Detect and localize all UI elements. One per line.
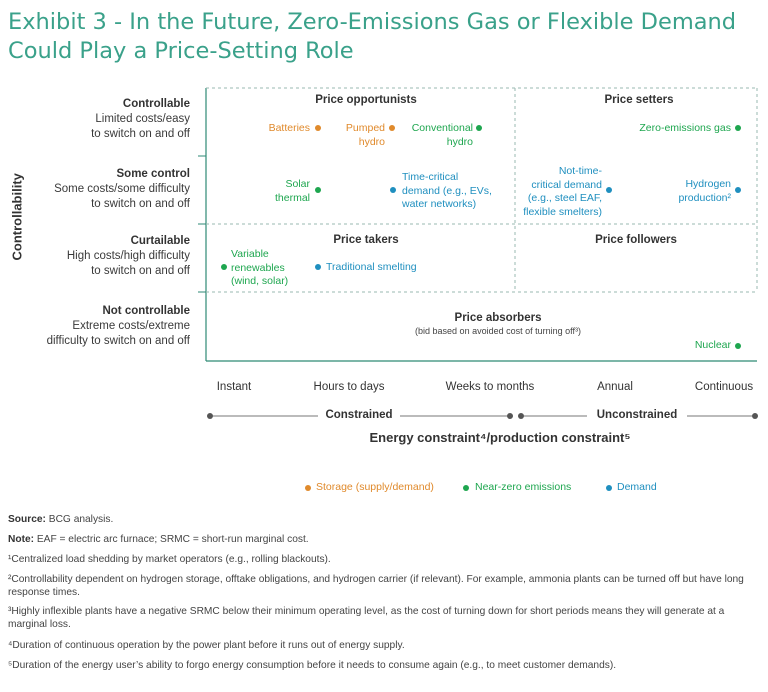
item-conventional-hydro: Conventional hydro — [398, 122, 473, 149]
row-heading: Controllable — [122, 98, 190, 110]
legend-near-zero: Near-zero emissions — [475, 481, 572, 493]
price-absorbers-note: (bid based on avoided cost of turning of… — [415, 326, 581, 336]
item-solar-thermal-line: Solar — [285, 178, 310, 190]
item-pumped-hydro: Pumped hydro — [330, 122, 385, 149]
row-heading: Not controllable — [102, 305, 190, 317]
near-zero-dot — [315, 187, 321, 193]
x-tick-continuous: Continuous — [694, 381, 754, 393]
row-sub: difficulty to switch on and off — [46, 335, 190, 347]
legend-near-zero-dot — [463, 485, 469, 491]
footnote-1: ¹Centralized load shedding by market ope… — [8, 554, 331, 565]
row-sub: to switch on and off — [91, 198, 190, 210]
item-time-critical-line: Time-critical — [402, 171, 459, 183]
legend-demand-dot — [606, 485, 612, 491]
item-zero-emissions-gas: Zero-emissions gas — [639, 122, 731, 134]
demand-dot — [735, 187, 741, 193]
item-time-critical-line: water networks) — [402, 198, 477, 210]
item-variable-renewables-line: Variable — [231, 248, 269, 260]
item-hydrogen-line: Hydrogen — [685, 178, 731, 190]
item-batteries: Batteries — [268, 122, 310, 134]
item-solar-thermal: Solar thermal — [250, 178, 310, 205]
row-sub: High costs/high difficulty — [66, 250, 190, 262]
row-sub: Limited costs/easy — [95, 113, 190, 125]
item-solar-thermal-line: thermal — [274, 191, 310, 204]
x-tick-weeks-to-months: Weeks to months — [445, 381, 535, 393]
item-variable-renewables: Variable renewables (wind, solar) — [231, 248, 311, 289]
item-not-time-critical-line: flexible smelters) — [523, 205, 602, 218]
item-time-critical-demand: Time-critical demand (e.g., EVs, water n… — [402, 171, 512, 212]
source-label: Source: — [8, 514, 46, 525]
constraint-bar — [207, 413, 758, 419]
item-not-time-critical-line: (e.g., steel EAF, — [527, 192, 602, 204]
item-not-time-critical-line: Not-time- — [558, 165, 602, 177]
row-sub: Some costs/some difficulty — [54, 183, 190, 195]
row-heading: Some control — [116, 168, 190, 180]
row-label-not-controllable: Not controllable Extreme costs/extreme d… — [0, 304, 190, 349]
demand-dot — [315, 264, 321, 270]
row-heading: Curtailable — [130, 235, 190, 247]
row-sub: to switch on and off — [91, 265, 190, 277]
item-pumped-hydro-line: Pumped — [345, 122, 385, 134]
row-sub: to switch on and off — [91, 128, 190, 140]
zone-price-setters: Price setters — [604, 94, 674, 106]
source-text: BCG analysis. — [48, 514, 114, 525]
legend-storage: Storage (supply/demand) — [316, 481, 434, 493]
footnote-4: ⁴Duration of continuous operation by the… — [8, 640, 405, 651]
item-not-time-critical-line: critical demand — [531, 178, 602, 191]
zone-price-absorbers: Price absorbers — [454, 312, 542, 324]
source-note: Source: BCG analysis. — [8, 513, 758, 526]
item-not-time-critical-demand: Not-time- critical demand (e.g., steel E… — [510, 165, 602, 219]
unconstrained-label: Unconstrained — [596, 409, 678, 421]
note-text: EAF = electric arc furnace; SRMC = short… — [36, 534, 309, 545]
footnote-2: ²Controllability dependent on hydrogen s… — [8, 574, 744, 598]
x-tick-instant: Instant — [216, 381, 252, 393]
storage-dot — [389, 125, 395, 131]
item-hydrogen-line: production² — [678, 191, 731, 204]
note-label: Note: — [8, 534, 35, 545]
x-tick-annual: Annual — [597, 381, 633, 393]
x-tick-hours-to-days: Hours to days — [313, 381, 385, 393]
footnote-5: ⁵Duration of the energy user’s ability t… — [8, 660, 617, 671]
legend-demand: Demand — [617, 481, 657, 493]
x-axis-label: Energy constraint⁴/production constraint… — [369, 430, 631, 445]
item-time-critical-line: demand (e.g., EVs, — [402, 184, 492, 197]
page-title: Exhibit 3 - In the Future, Zero-Emission… — [8, 9, 737, 64]
storage-dot — [315, 125, 321, 131]
near-zero-dot — [735, 125, 741, 131]
demand-dot — [606, 187, 612, 193]
row-label-some-control: Some control Some costs/some difficulty … — [0, 167, 190, 212]
zone-price-takers: Price takers — [333, 234, 399, 246]
row-label-controllable: Controllable Limited costs/easy to switc… — [0, 97, 190, 142]
near-zero-dot — [476, 125, 482, 131]
item-traditional-smelting: Traditional smelting — [326, 261, 417, 273]
legend-storage-dot — [305, 485, 311, 491]
constrained-label: Constrained — [325, 409, 393, 421]
zone-price-followers: Price followers — [595, 234, 677, 246]
item-nuclear: Nuclear — [694, 339, 731, 351]
item-variable-renewables-line: (wind, solar) — [231, 275, 289, 287]
demand-dot — [390, 187, 396, 193]
item-conventional-hydro-line: hydro — [446, 135, 473, 148]
row-label-curtailable: Curtailable High costs/high difficulty t… — [0, 234, 190, 279]
row-sub: Extreme costs/extreme — [72, 320, 190, 332]
near-zero-dot — [735, 343, 741, 349]
near-zero-dot — [221, 264, 227, 270]
item-conventional-hydro-line: Conventional — [411, 122, 473, 134]
item-hydrogen-production: Hydrogen production² — [660, 178, 731, 205]
footnote-3: ³Highly inflexible plants have a negativ… — [8, 606, 725, 630]
item-pumped-hydro-line: hydro — [358, 135, 385, 148]
zone-price-opportunists: Price opportunists — [315, 94, 417, 106]
note: Note: EAF = electric arc furnace; SRMC =… — [8, 533, 758, 546]
item-variable-renewables-line: renewables — [231, 261, 285, 274]
